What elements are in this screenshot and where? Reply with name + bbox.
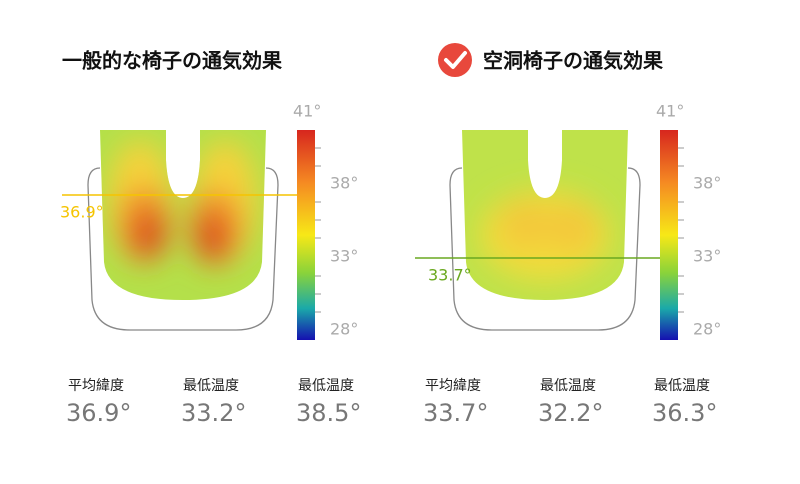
stat-value: 33.2°: [181, 399, 246, 427]
stat-value: 38.5°: [296, 399, 361, 427]
stat-value: 36.3°: [652, 399, 717, 427]
panel-title: 空洞椅子の通気効果: [483, 49, 663, 73]
check-mark: [444, 51, 467, 69]
stat-label: 最低温度: [183, 378, 239, 394]
stat-value: 32.2°: [538, 399, 603, 427]
scale-label: 33°: [330, 247, 358, 266]
scale-label: 41°: [293, 102, 321, 121]
seat-outline: [87, 167, 279, 331]
scale-label: 38°: [330, 174, 358, 193]
scale-label: 28°: [693, 320, 721, 339]
seat-outline: [449, 167, 641, 331]
stat-value: 33.7°: [423, 399, 488, 427]
scale-label: 33°: [693, 247, 721, 266]
marker-label: 33.7°: [428, 266, 472, 285]
stat-label: 最低温度: [298, 378, 354, 394]
color-bar-ticks: [678, 147, 684, 313]
stat-label: 平均緯度: [425, 378, 481, 394]
stat-label: 最低温度: [540, 378, 596, 394]
color-bar-ticks: [315, 147, 321, 313]
color-bar: [660, 130, 678, 340]
marker-label: 36.9°: [60, 203, 104, 222]
panel-title: 一般的な椅子の通気効果: [62, 49, 282, 73]
color-bar: [297, 130, 315, 340]
panel: 空洞椅子の通気効果 33.7° 41° 38° 33° 28° 平均緯度 33.…: [415, 43, 721, 427]
scale-label: 28°: [330, 320, 358, 339]
panel: 一般的な椅子の通気効果 36.9° 41° 38° 33° 28° 平均緯度 3…: [60, 49, 361, 428]
scale-label: 41°: [656, 102, 684, 121]
check-icon: [438, 43, 472, 77]
heatmap: [462, 130, 628, 300]
stat-label: 平均緯度: [68, 378, 124, 394]
scale-label: 38°: [693, 174, 721, 193]
stat-label: 最低温度: [654, 378, 710, 394]
heatmap: [100, 130, 266, 300]
stat-value: 36.9°: [66, 399, 131, 427]
